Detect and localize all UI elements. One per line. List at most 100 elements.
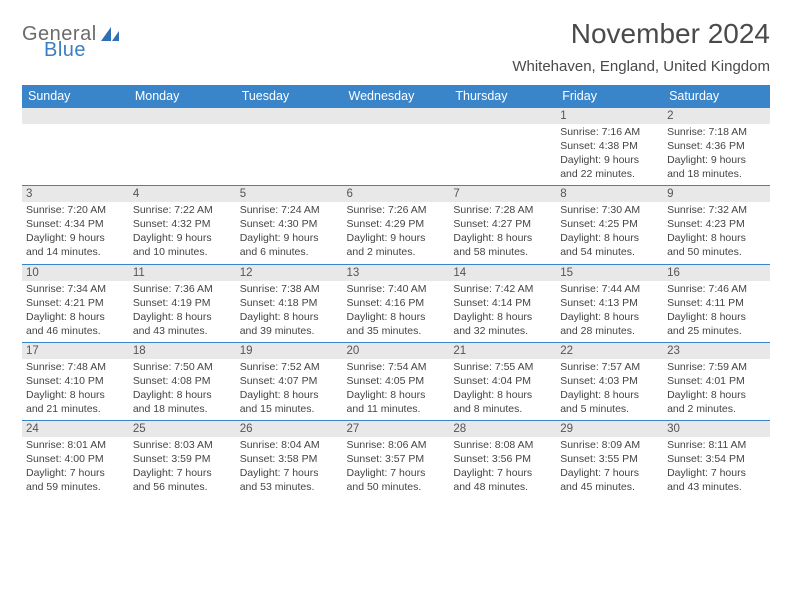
daylight-text: Daylight: 8 hours and 35 minutes.	[347, 311, 426, 337]
day-number-row: 17181920212223	[22, 342, 770, 359]
day-number-cell: 21	[449, 342, 556, 359]
sunset-text: Sunset: 4:25 PM	[560, 218, 638, 230]
day-detail-cell: Sunrise: 7:24 AMSunset: 4:30 PMDaylight:…	[236, 202, 343, 264]
daylight-text: Daylight: 8 hours and 50 minutes.	[667, 232, 746, 258]
sunrise-text: Sunrise: 8:08 AM	[453, 439, 533, 451]
day-detail-cell: Sunrise: 7:48 AMSunset: 4:10 PMDaylight:…	[22, 359, 129, 421]
day-detail-cell: Sunrise: 7:38 AMSunset: 4:18 PMDaylight:…	[236, 281, 343, 343]
day-number-cell: 15	[556, 264, 663, 281]
sunset-text: Sunset: 3:59 PM	[133, 453, 211, 465]
day-header: Monday	[129, 85, 236, 108]
day-number-row: 12	[22, 108, 770, 125]
sunset-text: Sunset: 4:32 PM	[133, 218, 211, 230]
day-number-row: 24252627282930	[22, 421, 770, 438]
day-detail-row: Sunrise: 7:20 AMSunset: 4:34 PMDaylight:…	[22, 202, 770, 264]
day-detail-cell	[449, 124, 556, 186]
sunset-text: Sunset: 4:05 PM	[347, 375, 425, 387]
day-number-cell: 10	[22, 264, 129, 281]
sunrise-text: Sunrise: 7:26 AM	[347, 204, 427, 216]
sunset-text: Sunset: 3:56 PM	[453, 453, 531, 465]
day-detail-cell	[236, 124, 343, 186]
sunset-text: Sunset: 3:54 PM	[667, 453, 745, 465]
daylight-text: Daylight: 9 hours and 18 minutes.	[667, 154, 746, 180]
daylight-text: Daylight: 7 hours and 50 minutes.	[347, 467, 426, 493]
day-detail-cell: Sunrise: 7:46 AMSunset: 4:11 PMDaylight:…	[663, 281, 770, 343]
day-number-cell: 22	[556, 342, 663, 359]
day-number-cell	[22, 108, 129, 125]
sunrise-text: Sunrise: 7:30 AM	[560, 204, 640, 216]
sunset-text: Sunset: 4:10 PM	[26, 375, 104, 387]
day-header: Thursday	[449, 85, 556, 108]
sunrise-text: Sunrise: 7:42 AM	[453, 283, 533, 295]
sunrise-text: Sunrise: 7:32 AM	[667, 204, 747, 216]
daylight-text: Daylight: 8 hours and 28 minutes.	[560, 311, 639, 337]
daylight-text: Daylight: 8 hours and 32 minutes.	[453, 311, 532, 337]
daylight-text: Daylight: 9 hours and 2 minutes.	[347, 232, 426, 258]
sunset-text: Sunset: 4:23 PM	[667, 218, 745, 230]
sunrise-text: Sunrise: 7:38 AM	[240, 283, 320, 295]
sunset-text: Sunset: 4:27 PM	[453, 218, 531, 230]
day-detail-row: Sunrise: 7:34 AMSunset: 4:21 PMDaylight:…	[22, 281, 770, 343]
day-number-cell: 25	[129, 421, 236, 438]
sunrise-text: Sunrise: 7:59 AM	[667, 361, 747, 373]
daylight-text: Daylight: 8 hours and 5 minutes.	[560, 389, 639, 415]
sunrise-text: Sunrise: 7:40 AM	[347, 283, 427, 295]
day-detail-cell: Sunrise: 7:44 AMSunset: 4:13 PMDaylight:…	[556, 281, 663, 343]
daylight-text: Daylight: 8 hours and 46 minutes.	[26, 311, 105, 337]
day-detail-cell: Sunrise: 8:11 AMSunset: 3:54 PMDaylight:…	[663, 437, 770, 498]
day-detail-cell: Sunrise: 7:59 AMSunset: 4:01 PMDaylight:…	[663, 359, 770, 421]
sunrise-text: Sunrise: 7:48 AM	[26, 361, 106, 373]
day-number-cell: 5	[236, 186, 343, 203]
daylight-text: Daylight: 8 hours and 54 minutes.	[560, 232, 639, 258]
day-detail-cell: Sunrise: 7:52 AMSunset: 4:07 PMDaylight:…	[236, 359, 343, 421]
day-number-cell: 30	[663, 421, 770, 438]
day-detail-row: Sunrise: 7:16 AM Sunset: 4:38 PM Daylight:…	[22, 124, 770, 186]
sunrise-text: Sunrise: 7:22 AM	[133, 204, 213, 216]
sunset-text: Sunset: 4:34 PM	[26, 218, 104, 230]
day-number-cell	[343, 108, 450, 125]
day-number-cell: 12	[236, 264, 343, 281]
sunset-text: Sunset: 4:11 PM	[667, 297, 744, 309]
daylight-text: Daylight: 7 hours and 48 minutes.	[453, 467, 532, 493]
brand-text-2: Blue	[44, 40, 121, 60]
month-title: November 2024	[512, 18, 770, 50]
day-detail-row: Sunrise: 8:01 AMSunset: 4:00 PMDaylight:…	[22, 437, 770, 498]
day-detail-cell: Sunrise: 8:09 AMSunset: 3:55 PMDaylight:…	[556, 437, 663, 498]
day-detail-cell: Sunrise: 8:04 AMSunset: 3:58 PMDaylight:…	[236, 437, 343, 498]
sunrise-text: Sunrise: 7:36 AM	[133, 283, 213, 295]
day-number-cell: 20	[343, 342, 450, 359]
day-header: Sunday	[22, 85, 129, 108]
day-detail-cell: Sunrise: 7:16 AMSunset: 4:38 PMDaylight:…	[556, 124, 663, 186]
day-detail-cell: Sunrise: 7:54 AMSunset: 4:05 PMDaylight:…	[343, 359, 450, 421]
day-number-row: 3456789	[22, 186, 770, 203]
calendar-table: SundayMondayTuesdayWednesdayThursdayFrid…	[22, 85, 770, 498]
day-detail-cell: Sunrise: 7:28 AMSunset: 4:27 PMDaylight:…	[449, 202, 556, 264]
daylight-text: Daylight: 8 hours and 11 minutes.	[347, 389, 426, 415]
day-header-row: SundayMondayTuesdayWednesdayThursdayFrid…	[22, 85, 770, 108]
day-number-cell: 3	[22, 186, 129, 203]
sunrise-text: Sunrise: 7:28 AM	[453, 204, 533, 216]
daylight-text: Daylight: 8 hours and 43 minutes.	[133, 311, 212, 337]
sunrise-text: Sunrise: 8:11 AM	[667, 439, 746, 451]
day-number-cell	[236, 108, 343, 125]
daylight-text: Daylight: 8 hours and 25 minutes.	[667, 311, 746, 337]
sunrise-text: Sunrise: 8:01 AM	[26, 439, 106, 451]
sunrise-text: Sunrise: 7:55 AM	[453, 361, 533, 373]
sunset-text: Sunset: 3:58 PM	[240, 453, 318, 465]
sunrise-text: Sunrise: 7:16 AM	[560, 126, 640, 138]
day-header: Tuesday	[236, 85, 343, 108]
sunrise-text: Sunrise: 7:44 AM	[560, 283, 640, 295]
daylight-text: Daylight: 7 hours and 59 minutes.	[26, 467, 105, 493]
day-detail-cell: Sunrise: 8:03 AMSunset: 3:59 PMDaylight:…	[129, 437, 236, 498]
sunrise-text: Sunrise: 7:52 AM	[240, 361, 320, 373]
day-detail-cell: Sunrise: 7:55 AMSunset: 4:04 PMDaylight:…	[449, 359, 556, 421]
day-number-cell: 11	[129, 264, 236, 281]
sunset-text: Sunset: 4:03 PM	[560, 375, 638, 387]
day-number-cell: 7	[449, 186, 556, 203]
sunset-text: Sunset: 4:38 PM	[560, 140, 638, 152]
daylight-text: Daylight: 7 hours and 53 minutes.	[240, 467, 319, 493]
day-detail-cell: Sunrise: 7:26 AMSunset: 4:29 PMDaylight:…	[343, 202, 450, 264]
calendar-document: General Blue November 2024 Whitehaven, E…	[0, 0, 792, 508]
day-number-row: 10111213141516	[22, 264, 770, 281]
brand-logo: General Blue	[22, 24, 121, 60]
